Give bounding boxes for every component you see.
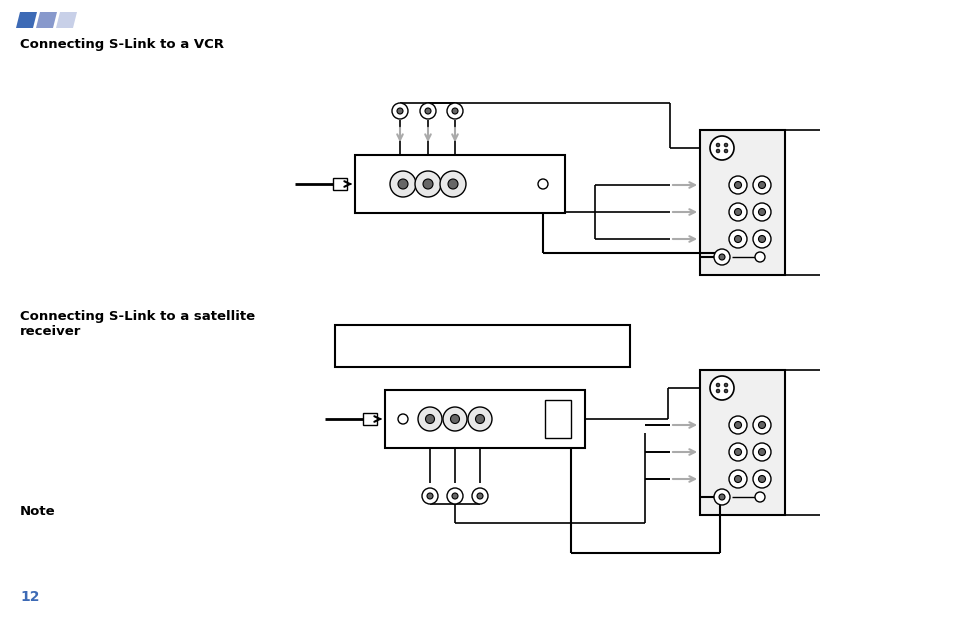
- Circle shape: [447, 103, 462, 119]
- Circle shape: [752, 416, 770, 434]
- Circle shape: [728, 416, 746, 434]
- Circle shape: [439, 171, 465, 197]
- Circle shape: [716, 149, 720, 153]
- Bar: [335, 325, 629, 367]
- Circle shape: [734, 475, 740, 483]
- Circle shape: [716, 143, 720, 147]
- Circle shape: [709, 376, 733, 400]
- Bar: [385, 390, 584, 448]
- Circle shape: [723, 149, 727, 153]
- Circle shape: [422, 179, 433, 189]
- Bar: [544, 400, 571, 438]
- Circle shape: [719, 494, 724, 500]
- Circle shape: [419, 103, 436, 119]
- Circle shape: [752, 176, 770, 194]
- Circle shape: [397, 414, 408, 424]
- Circle shape: [468, 407, 492, 431]
- Text: Connecting S-Link to a VCR: Connecting S-Link to a VCR: [20, 38, 224, 51]
- Circle shape: [475, 415, 484, 423]
- Circle shape: [442, 407, 467, 431]
- Circle shape: [424, 108, 431, 114]
- Circle shape: [447, 488, 462, 504]
- Circle shape: [716, 389, 720, 393]
- Circle shape: [734, 421, 740, 428]
- Circle shape: [723, 389, 727, 393]
- Circle shape: [713, 249, 729, 265]
- Circle shape: [452, 108, 457, 114]
- Circle shape: [754, 252, 764, 262]
- Circle shape: [734, 182, 740, 188]
- Circle shape: [758, 421, 764, 428]
- Circle shape: [476, 493, 482, 499]
- Circle shape: [758, 475, 764, 483]
- Circle shape: [392, 103, 408, 119]
- Circle shape: [390, 171, 416, 197]
- Circle shape: [728, 176, 746, 194]
- Bar: [333, 178, 347, 190]
- Bar: [700, 130, 784, 275]
- Circle shape: [728, 443, 746, 461]
- Text: 12: 12: [20, 590, 39, 604]
- Polygon shape: [36, 12, 57, 28]
- Polygon shape: [56, 12, 77, 28]
- Bar: [700, 370, 784, 515]
- Circle shape: [734, 208, 740, 216]
- Circle shape: [734, 235, 740, 242]
- Circle shape: [448, 179, 457, 189]
- Circle shape: [450, 415, 459, 423]
- Circle shape: [752, 230, 770, 248]
- Circle shape: [421, 488, 437, 504]
- Circle shape: [719, 254, 724, 260]
- Circle shape: [415, 171, 440, 197]
- Circle shape: [728, 470, 746, 488]
- Circle shape: [713, 489, 729, 505]
- Circle shape: [754, 492, 764, 502]
- Circle shape: [472, 488, 488, 504]
- Bar: [363, 413, 376, 425]
- Circle shape: [758, 208, 764, 216]
- Circle shape: [397, 179, 408, 189]
- Circle shape: [723, 383, 727, 387]
- Circle shape: [427, 493, 433, 499]
- Circle shape: [452, 493, 457, 499]
- Circle shape: [752, 443, 770, 461]
- Text: Connecting S-Link to a satellite
receiver: Connecting S-Link to a satellite receive…: [20, 310, 254, 338]
- Polygon shape: [16, 12, 37, 28]
- Circle shape: [417, 407, 441, 431]
- Circle shape: [728, 230, 746, 248]
- Circle shape: [723, 143, 727, 147]
- Circle shape: [425, 415, 434, 423]
- Circle shape: [752, 203, 770, 221]
- Circle shape: [752, 470, 770, 488]
- Circle shape: [734, 449, 740, 455]
- Circle shape: [709, 136, 733, 160]
- Bar: [355, 155, 564, 213]
- Circle shape: [758, 235, 764, 242]
- Circle shape: [758, 182, 764, 188]
- Circle shape: [396, 108, 402, 114]
- Circle shape: [537, 179, 547, 189]
- Circle shape: [728, 203, 746, 221]
- Circle shape: [758, 449, 764, 455]
- Text: Note: Note: [20, 505, 55, 518]
- Circle shape: [716, 383, 720, 387]
